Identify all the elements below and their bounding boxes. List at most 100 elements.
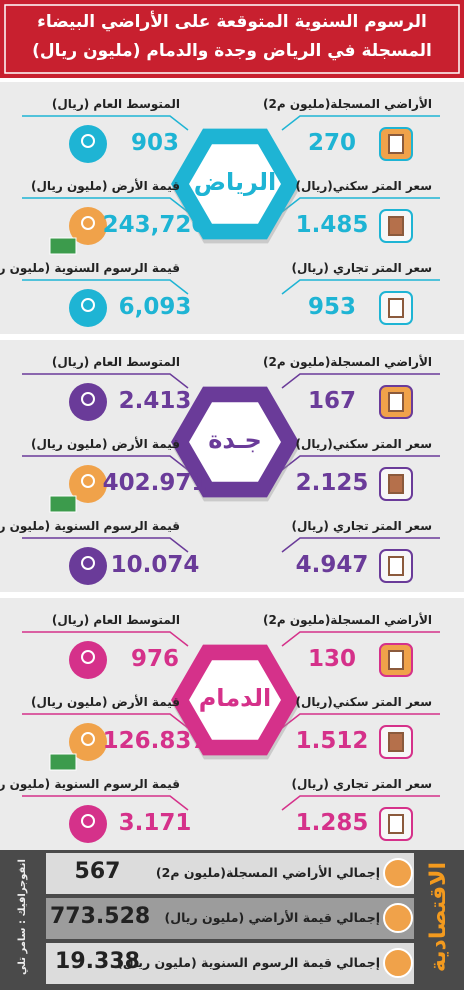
total-row xyxy=(46,898,414,939)
field-value: 976 xyxy=(130,646,179,672)
total-icon xyxy=(383,903,413,933)
field-value: 953 xyxy=(307,294,356,320)
icon xyxy=(69,289,107,327)
connector xyxy=(281,713,440,729)
icon-detail xyxy=(81,732,95,746)
credit: انفوجرافيك : سامر تلي xyxy=(17,859,28,975)
field-label: سعر المتر سكني(ريال) xyxy=(295,179,432,193)
connector xyxy=(281,537,440,553)
field-label: الأراضي المسجلة(مليون م2) xyxy=(263,355,432,369)
field-label: سعر المتر تجاري (ريال) xyxy=(291,519,432,533)
icon-detail xyxy=(81,474,95,488)
icon xyxy=(69,723,107,761)
total-label: إجمالي الأراضي المسجلة(مليون م2) xyxy=(155,865,380,880)
total-value: 19.338 xyxy=(55,949,140,974)
field-value: 2.413 xyxy=(118,388,192,414)
icon-detail xyxy=(388,814,404,834)
total-value: 567 xyxy=(74,859,121,884)
field-label: الأراضي المسجلة(مليون م2) xyxy=(263,613,432,627)
icon-detail xyxy=(388,650,404,670)
connector xyxy=(22,795,189,811)
field-value: 903 xyxy=(130,130,179,156)
money-icon xyxy=(49,753,77,771)
field-label: المتوسط العام (ريال) xyxy=(51,97,180,111)
total-icon xyxy=(383,948,413,978)
connector xyxy=(281,455,440,471)
icon-detail xyxy=(388,732,404,752)
field-value: 167 xyxy=(307,388,356,414)
field-label: سعر المتر سكني(ريال) xyxy=(295,437,432,451)
field-value: 126.837 xyxy=(102,728,208,754)
icon-detail xyxy=(388,216,404,236)
brand: الاقتصادية xyxy=(426,861,451,973)
money-icon xyxy=(49,237,77,255)
field-value: 4.947 xyxy=(295,552,369,578)
money-icon xyxy=(49,495,77,513)
field-value: 270 xyxy=(307,130,356,156)
total-value: 773.528 xyxy=(50,904,151,929)
connector xyxy=(281,279,440,295)
icon-detail xyxy=(81,298,95,312)
connector xyxy=(22,631,189,647)
connector xyxy=(22,373,189,389)
icon-detail xyxy=(81,650,95,664)
field-value: 10.074 xyxy=(110,552,200,578)
field-value: 1.485 xyxy=(295,212,369,238)
field-value: 243,720 xyxy=(102,212,208,238)
total-label: إجمالي قيمة الأراضي (مليون ريال) xyxy=(164,910,380,925)
connector xyxy=(281,373,440,389)
icon-detail xyxy=(388,134,404,154)
city-name: جـدة xyxy=(208,426,262,454)
field-value: 6,093 xyxy=(118,294,192,320)
hexagon-inner xyxy=(189,144,281,224)
title-line: الرسوم السنوية المتوقعة على الأراضي البي… xyxy=(37,12,427,32)
connector xyxy=(22,115,189,131)
total-label: إجمالي قيمة الرسوم السنوية (مليون ريال) xyxy=(117,955,380,970)
icon-detail xyxy=(81,216,95,230)
connector xyxy=(22,197,189,213)
icon xyxy=(69,125,107,163)
field-label: قيمة الأرض (مليون ريال) xyxy=(30,695,180,709)
field-label: قيمة الرسوم السنوية (مليون ريال) xyxy=(0,777,180,791)
connector xyxy=(281,197,440,213)
icon xyxy=(69,465,107,503)
field-label: قيمة الرسوم السنوية (مليون ريال) xyxy=(0,519,180,533)
connector xyxy=(22,713,189,729)
city-name: الدمام xyxy=(198,684,272,712)
field-value: 1.285 xyxy=(295,810,369,836)
icon-detail xyxy=(81,392,95,406)
connector xyxy=(281,631,440,647)
hexagon-inner xyxy=(189,402,281,482)
connector xyxy=(281,795,440,811)
icon-detail xyxy=(388,474,404,494)
field-value: 1.512 xyxy=(295,728,369,754)
field-label: قيمة الأرض (مليون ريال) xyxy=(30,437,180,451)
header-bg xyxy=(0,0,464,78)
field-label: سعر المتر تجاري (ريال) xyxy=(291,777,432,791)
icon xyxy=(69,207,107,245)
connector xyxy=(22,279,189,295)
icon-detail xyxy=(388,298,404,318)
header-frame xyxy=(4,4,460,74)
connector xyxy=(22,537,189,553)
field-label: قيمة الرسوم السنوية (مليون ريال) xyxy=(0,261,180,275)
icon xyxy=(69,547,107,585)
field-value: 402.971 xyxy=(102,470,208,496)
connector xyxy=(22,455,189,471)
field-value: 2.125 xyxy=(295,470,369,496)
total-icon xyxy=(383,858,413,888)
icon xyxy=(69,641,107,679)
field-value: 130 xyxy=(307,646,356,672)
icon-detail xyxy=(388,556,404,576)
icon-detail xyxy=(81,814,95,828)
total-row xyxy=(46,853,414,894)
field-label: سعر المتر تجاري (ريال) xyxy=(291,261,432,275)
field-label: قيمة الأرض (مليون ريال) xyxy=(30,179,180,193)
field-label: الأراضي المسجلة(مليون م2) xyxy=(263,97,432,111)
field-label: المتوسط العام (ريال) xyxy=(51,355,180,369)
field-label: سعر المتر سكني(ريال) xyxy=(295,695,432,709)
hexagon-inner xyxy=(189,660,281,740)
connector xyxy=(281,115,440,131)
